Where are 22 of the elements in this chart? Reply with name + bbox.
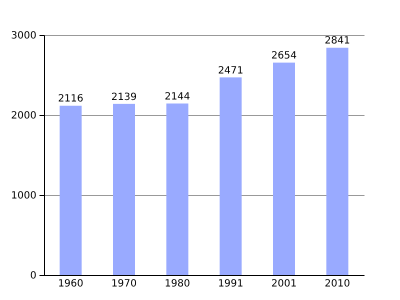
bar bbox=[166, 103, 188, 275]
data-label: 2139 bbox=[111, 92, 137, 103]
x-tick-label: 1991 bbox=[218, 278, 244, 290]
x-tick-label: 1960 bbox=[58, 278, 84, 290]
x-tick-label: 1970 bbox=[111, 278, 137, 290]
data-label: 2144 bbox=[164, 91, 190, 102]
y-tick-label: 1000 bbox=[11, 190, 36, 202]
x-tick-label: 2001 bbox=[271, 278, 297, 290]
y-tick-label: 0 bbox=[30, 270, 36, 282]
data-label: 2116 bbox=[58, 94, 84, 105]
bar bbox=[113, 104, 135, 275]
bar bbox=[60, 106, 82, 275]
data-label: 2471 bbox=[218, 65, 244, 76]
bar bbox=[273, 62, 295, 275]
x-tick-label: 1980 bbox=[164, 278, 190, 290]
data-label: 2841 bbox=[324, 36, 350, 47]
bar bbox=[326, 48, 348, 275]
x-tick-label: 2010 bbox=[324, 278, 350, 290]
bar bbox=[220, 77, 242, 275]
data-label: 2654 bbox=[271, 50, 297, 62]
y-tick-label: 2000 bbox=[11, 110, 36, 122]
y-tick-label: 3000 bbox=[11, 30, 36, 42]
